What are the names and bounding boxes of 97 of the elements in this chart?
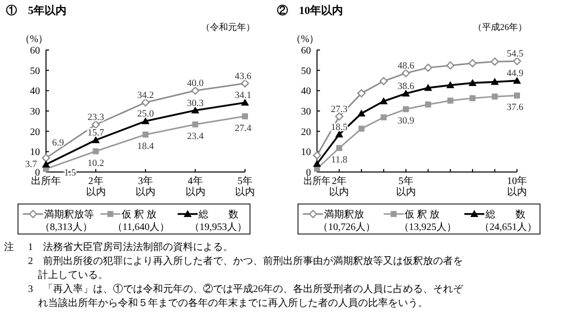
- point: [357, 89, 366, 98]
- point: [425, 101, 432, 108]
- x-tick-label: 5年以内: [396, 175, 416, 198]
- data-label: 38.6: [398, 82, 414, 92]
- y-axis-title: （%）: [20, 34, 48, 45]
- data-label: 11.8: [331, 156, 348, 166]
- data-label: 54.5: [506, 50, 524, 60]
- point: [446, 61, 454, 70]
- point: [424, 84, 432, 91]
- data-label: 30.9: [398, 116, 414, 127]
- point: [357, 109, 366, 116]
- chart-title: ② 10年以内: [277, 4, 343, 17]
- y-tick-label: 40: [301, 86, 311, 98]
- data-label: 25.0: [137, 110, 154, 120]
- y-tick-label: 10: [30, 147, 40, 158]
- data-label: 37.6: [506, 103, 524, 114]
- legend-label: 満期釈放（10,726人）: [318, 208, 376, 233]
- point: [424, 64, 432, 72]
- text: 注: [4, 241, 14, 253]
- text: 1 法務省大臣官房司法法制部の資料による。: [28, 241, 233, 253]
- y-tick-label: 40: [30, 86, 40, 98]
- data-label: 34.2: [137, 90, 154, 101]
- legend-label: 総 数（24,651人）: [480, 208, 537, 233]
- data-label: 10.2: [87, 158, 104, 169]
- point: [313, 160, 321, 167]
- point: [141, 98, 150, 107]
- x-tick-label: 3年以内: [136, 175, 156, 198]
- data-label: 44.9: [506, 69, 524, 80]
- point: [92, 136, 100, 144]
- data-label: 27.4: [234, 124, 252, 134]
- point: [242, 113, 248, 120]
- legend-label: 仮 釈 放（11,640人）: [112, 208, 170, 233]
- point: [490, 57, 499, 66]
- point: [142, 132, 148, 138]
- point: [468, 59, 477, 68]
- point: [402, 106, 409, 112]
- data-label: 48.6: [398, 62, 414, 72]
- chart-subtitle: （令和元年）: [201, 22, 255, 32]
- point: [92, 120, 100, 129]
- point: [380, 114, 387, 120]
- y-tick-label: 30: [30, 106, 40, 118]
- data-label: 30.3: [186, 98, 204, 109]
- point: [514, 92, 520, 99]
- data-label: 23.3: [87, 113, 104, 124]
- data-label: 15.7: [87, 128, 104, 139]
- point: [380, 77, 388, 86]
- data-label: 40.0: [186, 79, 204, 90]
- y-axis-title: （%）: [290, 34, 320, 45]
- y-tick-label: 20: [30, 126, 40, 138]
- legend-label: 満期釈放等（8,313人）: [40, 208, 94, 233]
- y-tick-label: 60: [301, 46, 311, 56]
- point: [191, 86, 200, 95]
- chart-title: ① 5年以内: [6, 4, 66, 17]
- point: [490, 78, 499, 85]
- data-label: 43.6: [234, 72, 252, 82]
- point: [42, 154, 50, 162]
- y-tick-label: 30: [301, 106, 311, 118]
- legend-label: 仮 釈 放（13,925人）: [398, 208, 456, 233]
- point: [470, 95, 476, 102]
- y-tick-label: 20: [301, 126, 311, 138]
- point: [142, 117, 150, 124]
- data-label: 34.1: [234, 91, 252, 102]
- point: [512, 57, 522, 66]
- point: [380, 97, 388, 104]
- point: [492, 94, 498, 100]
- point: [191, 106, 200, 114]
- point: [240, 79, 250, 88]
- point: [358, 126, 364, 132]
- point: [447, 98, 454, 104]
- point: [402, 90, 410, 97]
- data-label: 3.7: [25, 160, 38, 170]
- data-label: 6.9: [52, 138, 64, 148]
- point: [192, 121, 198, 128]
- x-tick-label: 2年以内: [86, 175, 106, 198]
- point: [92, 148, 99, 154]
- point: [42, 160, 50, 168]
- chart-subtitle: （平成26年）: [473, 22, 527, 32]
- y-tick-label: 10: [301, 147, 311, 158]
- x-tick-label: 5年以内: [235, 175, 255, 198]
- point: [312, 151, 322, 160]
- legend-label: 総 数（19,953人）: [190, 208, 247, 233]
- text: 3 「再入率」は、①では令和元年の、②では平成26年の、各出所受刑者の人員に占める、それぞれ当該出所年から令和５年までの各年の年末までに再入所した者の人員の比率をいう。: [28, 283, 464, 309]
- y-tick-label: 50: [301, 66, 311, 77]
- point: [336, 145, 342, 152]
- x-tick-label: 出所年: [31, 175, 61, 187]
- x-tick-label: 10年以内: [507, 175, 527, 198]
- x-tick-label: 4年以内: [185, 175, 206, 198]
- point: [402, 69, 410, 78]
- y-tick-label: 50: [30, 66, 40, 77]
- y-tick-label: 60: [30, 46, 40, 56]
- data-label: 23.4: [186, 132, 204, 142]
- point: [513, 76, 521, 84]
- point: [468, 78, 477, 86]
- text: 2 前刑出所後の犯罪により再入所した者で、かつ、前刑出所事由が満期釈放等又は仮釈放の者を計上している。: [28, 255, 463, 281]
- point: [241, 98, 249, 106]
- point: [446, 81, 454, 88]
- data-label: 18.4: [137, 142, 154, 152]
